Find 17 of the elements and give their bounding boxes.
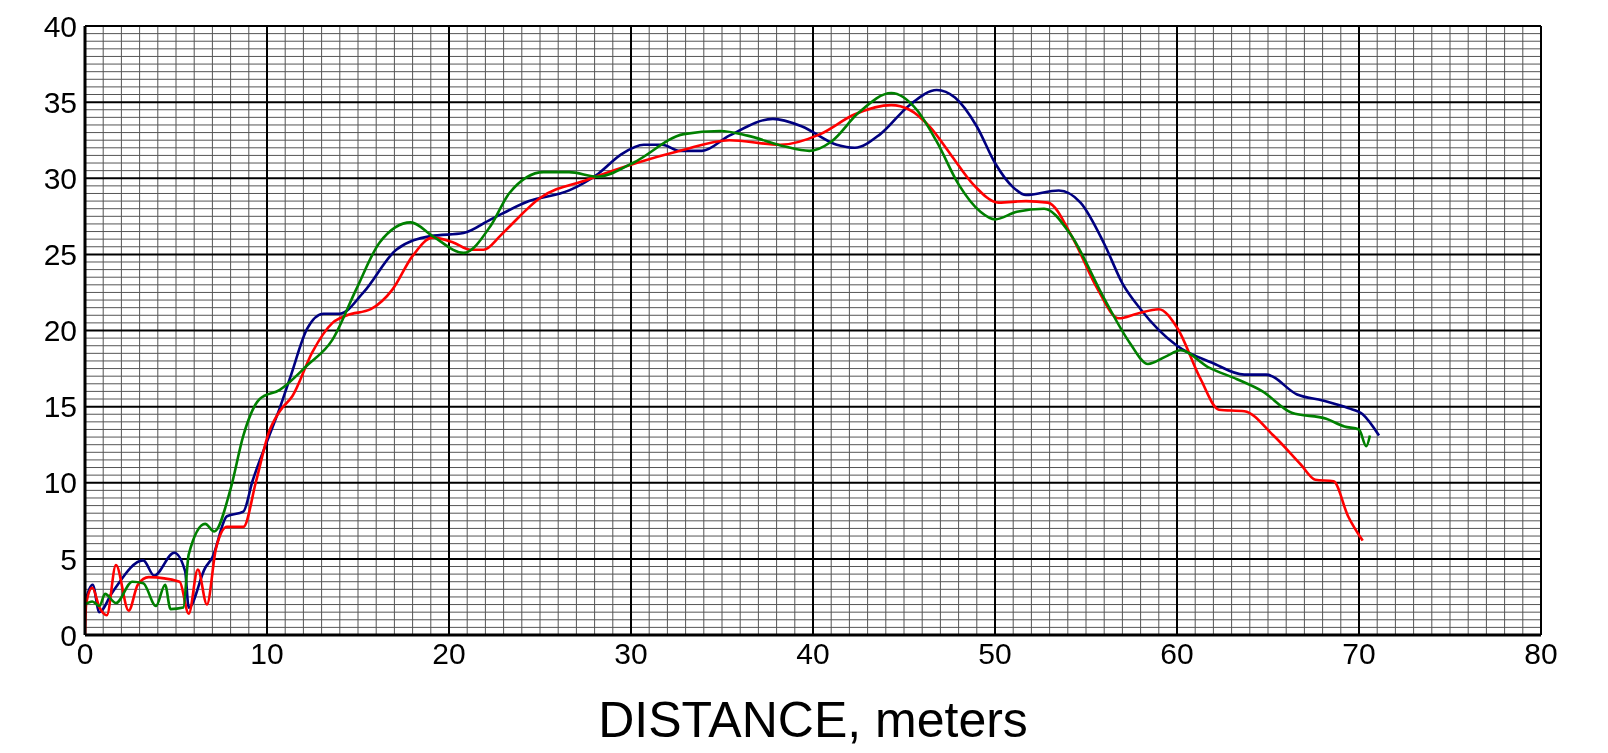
y-tick-label: 5 <box>60 542 77 576</box>
y-tick-label: 10 <box>43 466 77 500</box>
y-tick-label: 35 <box>43 85 77 119</box>
y-tick-label: 15 <box>43 390 77 424</box>
x-tick-label: 70 <box>1342 637 1376 671</box>
y-tick-label: 40 <box>43 9 77 43</box>
x-tick-label: 40 <box>796 637 830 671</box>
x-tick-label: 20 <box>432 637 466 671</box>
y-tick-label: 30 <box>43 161 77 195</box>
y-tick-label: 25 <box>43 238 77 272</box>
x-axis-title: DISTANCE, meters <box>598 692 1028 748</box>
x-tick-label: 10 <box>250 637 284 671</box>
x-tick-label: 80 <box>1524 637 1558 671</box>
x-tick-label: 60 <box>1160 637 1194 671</box>
x-tick-label: 50 <box>978 637 1012 671</box>
y-tick-label: 20 <box>43 314 77 348</box>
x-tick-label: 30 <box>614 637 648 671</box>
